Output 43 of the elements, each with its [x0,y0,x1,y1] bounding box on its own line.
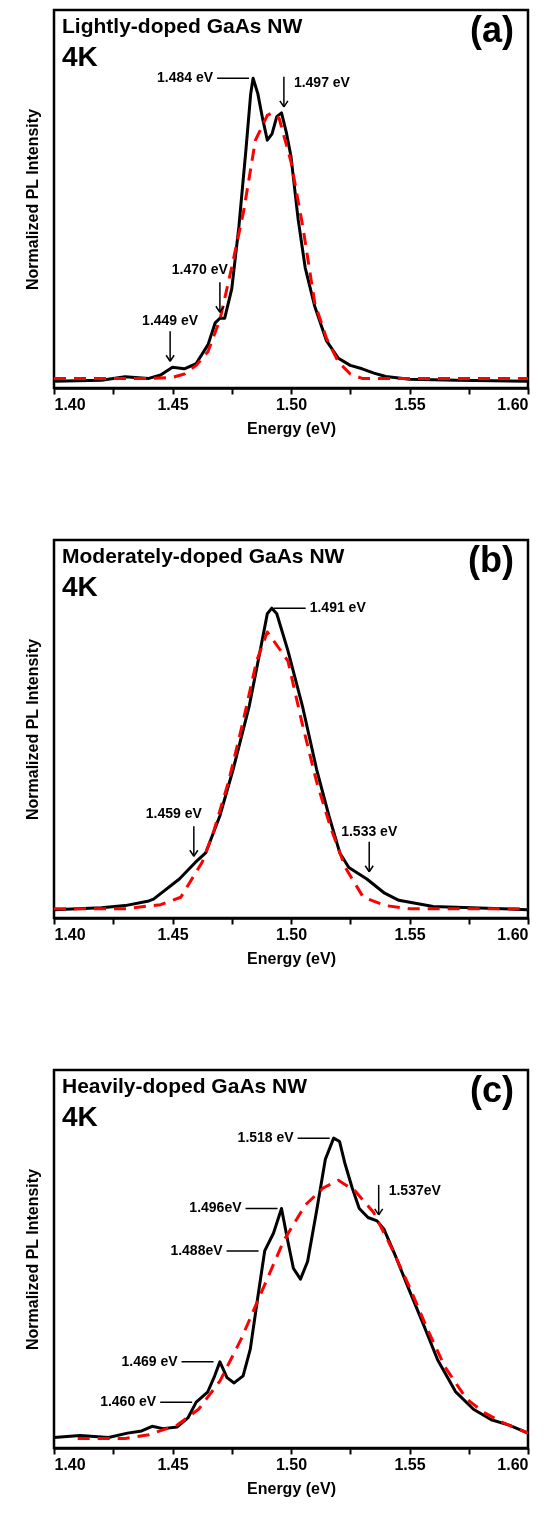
x-tick-label: 1.40 [54,395,86,413]
chart-title: Heavily-doped GaAs NW [62,1074,308,1097]
x-tick-label: 1.40 [54,1455,86,1473]
chart-title: Lightly-doped GaAs NW [62,14,303,37]
annotation: 1.491 eV [309,599,367,616]
y-axis-title: Normalized PL Intensity [23,1168,41,1351]
text: 4K [62,571,98,602]
x-tick-label: 1.45 [157,395,189,413]
x-tick-label: 1.45 [157,1455,189,1473]
x-tick-label: 1.60 [497,395,529,413]
text: 4K [62,1101,98,1132]
annotation: 1.496eV [189,1199,243,1216]
annotation: 1.488eV [170,1241,224,1258]
y-axis-title: Normalized PL Intensity [23,638,41,821]
annotation: 1.470 eV [171,261,229,278]
annotation: 1.459 eV [145,805,203,822]
y-axis-title: Normalized PL Intensity [23,108,41,291]
annotation: 1.533 eV [341,822,398,839]
x-tick-label: 1.55 [394,1455,426,1473]
annotation: 1.518 eV [237,1129,295,1146]
x-tick-label: 1.60 [497,1455,529,1473]
annotation: 1.460 eV [100,1393,157,1410]
x-tick-label: 1.50 [275,395,308,413]
x-axis-title: Energy (eV) [247,949,336,967]
x-tick-label: 1.50 [275,1455,308,1473]
annotation: 1.497 eV [293,73,351,90]
x-tick-label: 1.50 [275,925,308,943]
annotation: 1.484 eV [157,69,214,86]
text: (b) [468,539,514,580]
x-axis-title: Energy (eV) [247,1479,336,1497]
text: (a) [470,9,514,50]
annotation: 1.537eV [388,1181,442,1198]
text: (c) [470,1069,514,1110]
annotation: 1.469 eV [121,1352,179,1369]
x-tick-label: 1.55 [394,395,426,413]
x-axis-title: Energy (eV) [247,419,336,437]
x-tick-label: 1.40 [54,925,86,943]
annotation: 1.449 eV [142,312,199,329]
text: 4K [62,41,98,72]
x-tick-label: 1.45 [157,925,189,943]
x-tick-label: 1.55 [394,925,426,943]
x-tick-label: 1.60 [497,925,529,943]
chart-title: Moderately-doped GaAs NW [62,544,345,567]
